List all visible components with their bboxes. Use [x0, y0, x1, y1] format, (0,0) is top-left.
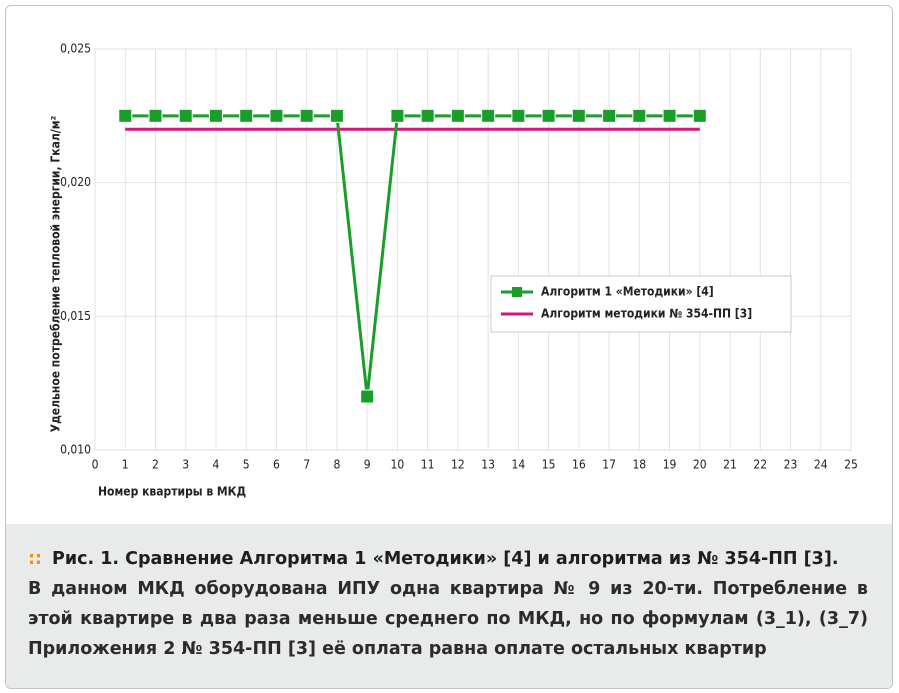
x-tick-label: 16	[572, 458, 586, 472]
caption-text: В данном МКД оборудована ИПУ одна кварти…	[28, 579, 868, 659]
y-tick-label: 0,010	[60, 443, 91, 457]
x-tick-label: 9	[364, 458, 371, 472]
legend-marker	[512, 287, 522, 297]
x-tick-label: 2	[152, 458, 159, 472]
x-tick-label: 17	[602, 458, 616, 472]
data-point	[662, 108, 677, 123]
legend-label: Алгоритм 1 «Методики» [4]	[541, 285, 714, 299]
data-point	[481, 108, 496, 123]
data-point	[269, 108, 284, 123]
data-point	[571, 108, 586, 123]
data-point	[632, 108, 647, 123]
data-point	[329, 108, 344, 123]
y-tick-label: 0,015	[60, 309, 91, 323]
caption-title-line: :: Рис. 1. Сравнение Алгоритма 1 «Методик…	[28, 544, 868, 574]
x-tick-label: 18	[632, 458, 646, 472]
y-tick-label: 0,020	[60, 175, 91, 189]
x-tick-label: 6	[273, 458, 280, 472]
y-axis-label: Удельное потребление тепловой энергии, Г…	[49, 115, 63, 432]
data-point	[148, 108, 163, 123]
data-point	[450, 108, 465, 123]
x-tick-label: 0	[92, 458, 99, 472]
caption: :: Рис. 1. Сравнение Алгоритма 1 «Методик…	[6, 524, 892, 688]
chart: Удельное потребление тепловой энергии, Г…	[49, 42, 858, 499]
figure: Удельное потребление тепловой энергии, Г…	[5, 5, 893, 689]
x-tick-label: 1	[122, 458, 129, 472]
x-tick-label: 15	[542, 458, 556, 472]
data-point	[178, 108, 193, 123]
data-point	[511, 108, 526, 123]
data-point	[602, 108, 617, 123]
x-tick-label: 22	[753, 458, 767, 472]
x-tick-label: 4	[213, 458, 220, 472]
x-tick-label: 25	[844, 458, 858, 472]
data-point	[692, 108, 707, 123]
bullet: ::	[28, 549, 42, 569]
data-point	[390, 108, 405, 123]
data-point	[118, 108, 133, 123]
x-tick-label: 21	[723, 458, 737, 472]
data-point	[420, 108, 435, 123]
legend-box	[490, 275, 792, 333]
data-point	[541, 108, 556, 123]
x-axis-label: Номер квартиры в МКД	[98, 485, 246, 499]
x-tick-label: 10	[391, 458, 405, 472]
data-point	[208, 108, 223, 123]
data-point	[239, 108, 254, 123]
data-point	[360, 389, 375, 404]
x-tick-label: 8	[333, 458, 340, 472]
x-tick-label: 5	[243, 458, 250, 472]
y-tick-label: 0,025	[60, 42, 91, 56]
x-tick-label: 14	[511, 458, 525, 472]
x-tick-label: 12	[451, 458, 465, 472]
caption-body: :: Рис. 1. Сравнение Алгоритма 1 «Методик…	[28, 544, 868, 664]
x-tick-label: 13	[481, 458, 495, 472]
x-tick-label: 24	[814, 458, 828, 472]
plot-area	[94, 48, 852, 451]
x-tick-label: 11	[421, 458, 435, 472]
caption-title: Рис. 1. Сравнение Алгоритма 1 «Методики»…	[52, 549, 839, 569]
x-tick-label: 19	[663, 458, 677, 472]
x-tick-label: 7	[303, 458, 310, 472]
x-tick-label: 20	[693, 458, 707, 472]
legend-label: Алгоритм методики № 354-ПП [3]	[541, 307, 752, 321]
x-tick-label: 3	[182, 458, 189, 472]
data-point	[299, 108, 314, 123]
x-tick-label: 23	[784, 458, 798, 472]
